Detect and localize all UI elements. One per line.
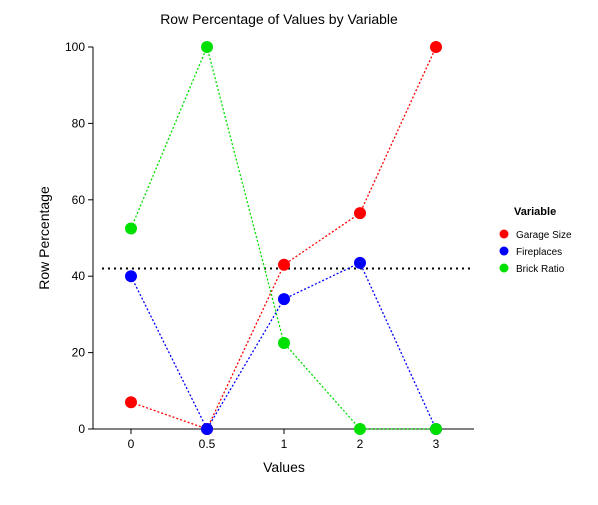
data-point-garage-size [278,258,290,271]
y-tick-label: 100 [65,40,85,54]
legend-marker-brick-ratio [499,263,509,273]
x-tick-label: 0.5 [199,437,216,451]
legend-label-brick-ratio: Brick Ratio [516,264,565,275]
series-line-brick-ratio [130,44,436,430]
y-tick-label: 60 [72,193,86,207]
y-tick-label: 40 [72,269,86,283]
y-tick-label: 80 [72,116,86,130]
x-tick-label: 1 [281,437,288,451]
y-tick-label: 20 [72,346,86,360]
y-axis-label: Row Percentage [36,186,52,290]
legend-label-garage-size: Garage Size [516,230,572,241]
data-point-brick-ratio [201,41,213,53]
y-tick-label: 0 [78,422,85,436]
legend: Variable Garage Size Fireplaces Brick Rati… [499,206,572,275]
data-point-fireplaces [278,293,290,306]
data-point-garage-size [125,396,137,409]
legend-title: Variable [514,206,556,218]
x-tick-label: 3 [433,437,440,451]
data-point-garage-size [430,41,442,53]
legend-label-fireplaces: Fireplaces [516,247,562,258]
data-point-brick-ratio [354,423,366,435]
x-tick-label: 0 [128,437,135,451]
chart-title: Row Percentage of Values by Variable [160,11,398,27]
data-point-fireplaces [354,256,366,269]
data-point-garage-size [354,207,366,220]
axes: 0 20 40 60 80 100 0 0.5 1 2 3 [65,40,474,451]
data-point-fireplaces [201,423,213,435]
data-point-brick-ratio [278,337,290,350]
series-layer [125,41,442,435]
data-point-brick-ratio [125,222,137,235]
x-axis-label: Values [263,459,305,475]
x-tick-label: 2 [357,437,364,451]
legend-marker-garage-size [499,229,509,239]
legend-marker-fireplaces [499,246,509,256]
data-point-brick-ratio [430,423,442,435]
data-point-fireplaces [125,270,137,283]
series-line-garage-size [130,46,437,430]
